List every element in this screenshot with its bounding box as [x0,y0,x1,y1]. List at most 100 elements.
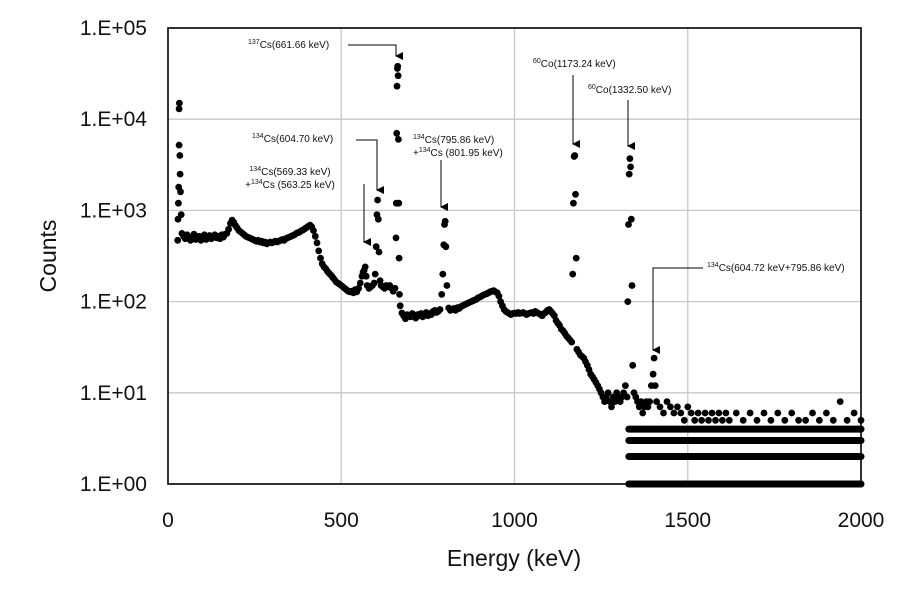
annotation-text: +134Cs (563.25 keV) [245,179,335,191]
y-tick-label: 1.E+02 [80,291,147,314]
data-point [175,105,183,113]
data-point [646,398,653,405]
data-point [677,409,685,417]
y-tick-label: 1.E+05 [80,17,147,40]
y-tick-label: 1.E+01 [80,382,147,405]
data-point [393,129,401,137]
data-point [622,382,629,389]
annotation-text: 60Co(1173.24 keV) [533,58,616,70]
data-point [177,211,185,219]
data-point [572,190,579,198]
data-point [843,416,851,424]
data-point [393,82,401,90]
peak-annotation: 134Cs(795.86 keV)+134Cs (801.95 keV) [413,134,503,211]
data-point [394,72,402,80]
data-point [760,409,768,417]
data-point [174,236,182,244]
data-point [719,416,726,424]
data-point [829,416,837,424]
data-point [684,403,692,411]
annotation-text: +134Cs (801.95 keV) [413,147,503,159]
data-point [746,409,754,417]
data-point [396,291,403,298]
data-point [836,398,844,405]
data-point [623,393,631,401]
annotation-text: 134Cs(604.72 keV+795.86 keV) [707,262,845,274]
data-point [313,239,321,247]
data-point [361,263,369,271]
data-point [809,409,816,417]
data-point [375,248,383,256]
data-point [651,382,659,389]
data-point [774,409,782,417]
data-point [732,409,740,417]
data-point [781,416,789,424]
data-point [371,270,379,278]
data-point [698,416,705,424]
annotation-arrow [652,267,703,354]
data-point [438,291,446,298]
data-point [644,403,652,411]
data-point [495,292,503,300]
x-tick-label: 2000 [838,509,885,532]
data-point [177,188,184,196]
data-point [311,232,319,240]
data-point [625,221,632,228]
annotation-text: 134Cs(569.33 keV) [249,166,330,178]
data-point [722,409,730,417]
data-point [176,152,184,159]
data-point [608,403,615,411]
data-point [569,270,577,278]
data-point [394,62,402,70]
data-point [816,416,823,424]
data-point [635,403,643,411]
data-point [310,227,317,235]
x-tick-label: 1500 [664,509,711,532]
data-point [626,155,634,163]
data-point [176,170,184,178]
annotation-text: 60Co(1332.50 keV) [588,84,671,96]
peak-annotation: 60Co(1173.24 keV) [533,58,616,148]
y-tick-labels: 1.E+00 1.E+01 1.E+02 1.E+03 1.E+04 1.E+05 [80,17,147,496]
peak-annotations: 137Cs(661.66 keV) 134Cs(604.70 keV) 134Cs(… [245,39,845,354]
data-point [628,282,636,289]
data-point [225,225,233,233]
data-point [362,272,370,280]
data-point [356,279,364,287]
grid-lines [168,28,861,484]
annotation-text: 134Cs(604.70 keV) [252,133,333,145]
annotation-arrow [348,44,403,60]
data-point [570,199,577,207]
data-point [441,217,449,225]
data-point [650,354,658,362]
data-point [627,163,634,171]
data-point [443,282,451,289]
data-point [317,254,324,262]
data-point [175,199,182,207]
peak-annotation: 134Cs(604.72 keV+795.86 keV) [652,262,845,354]
annotation-arrow [356,139,384,194]
y-tick-label: 1.E+00 [80,473,147,496]
data-point [680,416,688,424]
data-point [571,152,579,159]
data-point [660,409,667,417]
data-point [708,409,716,417]
data-point [606,398,614,405]
data-point [611,398,619,405]
data-point [627,215,635,223]
annotation-text: 137Cs(661.66 keV) [248,39,329,51]
data-point [694,409,702,417]
y-tick-label: 1.E+04 [80,108,147,131]
x-tick-label: 500 [324,509,359,532]
data-point [674,403,681,411]
peak-annotation: 60Co(1332.50 keV) [588,84,671,150]
plot-frame [167,27,862,485]
y-axis-title: Counts [35,220,61,293]
data-point [795,416,802,424]
data-point [374,215,382,223]
annotation-text: 134Cs(795.86 keV) [413,134,494,146]
data-point [568,338,576,346]
data-point [653,398,660,405]
data-point [374,196,381,204]
